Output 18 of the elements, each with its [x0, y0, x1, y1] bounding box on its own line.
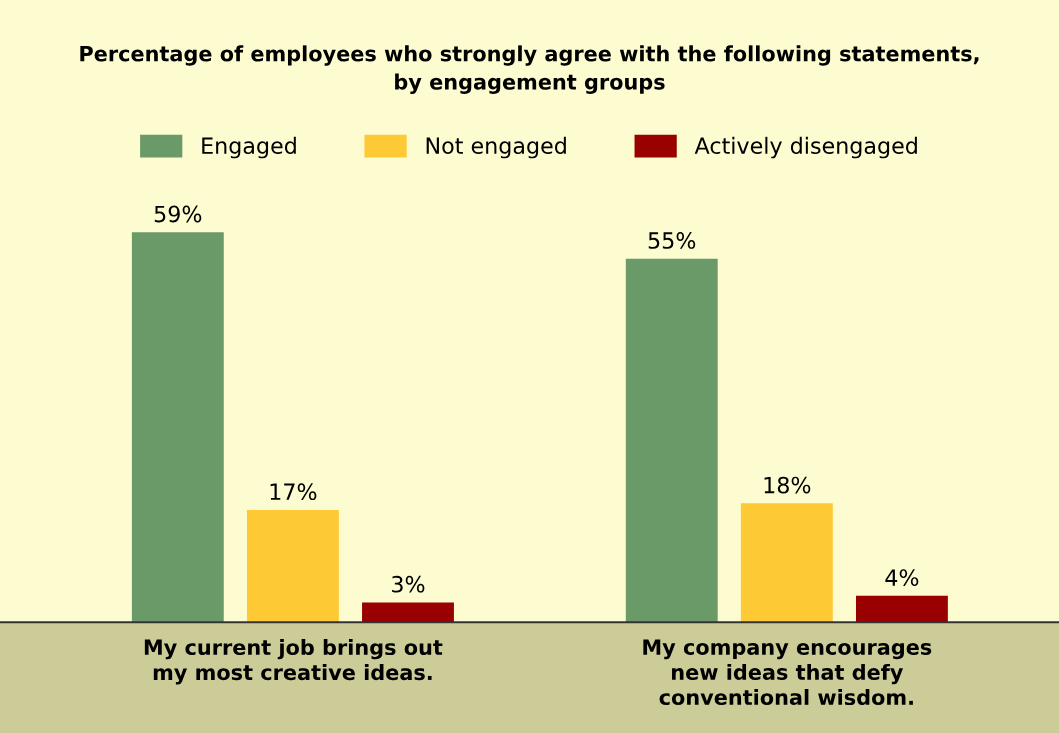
bar: [740, 503, 833, 623]
bar: [131, 232, 224, 623]
data-label: 3%: [392, 575, 425, 593]
bar: [855, 595, 948, 623]
x-tick-label: My company encourages new ideas that defy conventional wisdom.: [643, 639, 932, 706]
legend-label: Actively disengaged: [694, 136, 917, 159]
bar: [246, 509, 339, 623]
legend-label: Engaged: [202, 136, 296, 159]
legend-label: Not engaged: [426, 136, 566, 159]
data-label: 17%: [270, 483, 317, 501]
x-tick-label: My current job brings out my most creative ideas.: [144, 638, 443, 685]
bar: [362, 602, 454, 623]
data-label: 55%: [648, 232, 696, 249]
data-label: 18%: [764, 476, 811, 494]
chart-title: Percentage of employees who strongly agree with the following statements, by engagement groups: [80, 45, 979, 94]
data-label: 4%: [885, 569, 919, 587]
data-label: 59%: [154, 205, 202, 223]
bar: [625, 258, 718, 623]
